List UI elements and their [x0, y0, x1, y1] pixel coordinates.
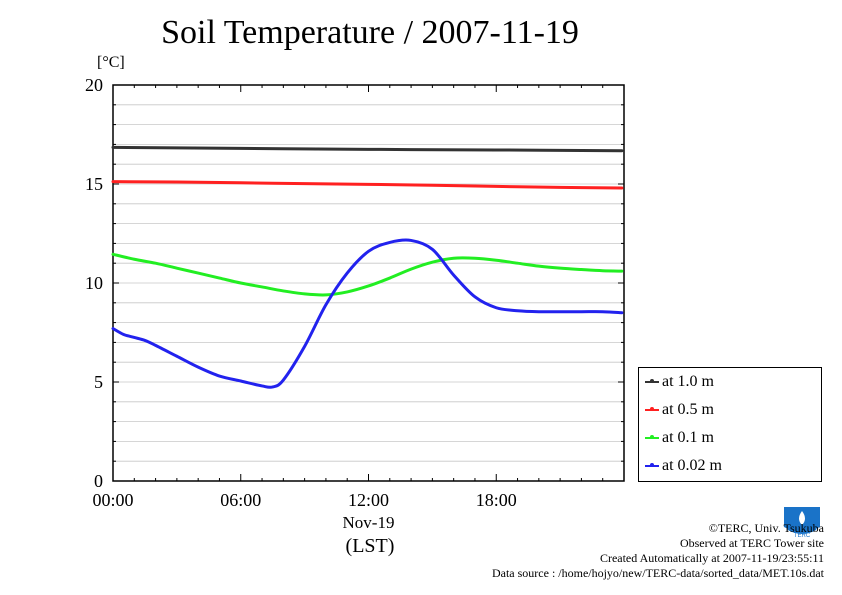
y-tick-label: 0: [94, 471, 103, 491]
x-tick-label: 12:00: [348, 490, 389, 510]
legend-swatch-0-5m: [645, 407, 659, 411]
x-tick-label: 18:00: [476, 490, 517, 510]
y-tick-label: 10: [85, 273, 103, 293]
footer-source: Data source : /home/hojyo/new/TERC-data/…: [491, 566, 824, 580]
legend-label: at 0.02 m: [662, 457, 722, 474]
chart-title: Soil Temperature / 2007-11-19: [161, 14, 579, 51]
y-tick-label: 20: [85, 75, 103, 95]
y-tick-label: 5: [94, 372, 103, 392]
x-date-label: Nov-19: [343, 513, 395, 532]
legend-label: at 1.0 m: [662, 373, 714, 390]
y-tick-label: 15: [85, 174, 103, 194]
footer-observed: Observed at TERC Tower site: [679, 536, 824, 550]
legend-item-0-5m: at 0.5 m: [645, 399, 714, 421]
series-line-2: [111, 252, 624, 297]
terc-logo-icon: TERC: [782, 503, 822, 539]
legend-item-0-1m: at 0.1 m: [645, 427, 714, 449]
footer-copyright: ©TERC, Univ. Tsukuba: [708, 521, 824, 535]
legend: at 1.0 m at 0.5 m at 0.1 m at 0.02 m: [638, 367, 822, 482]
legend-item-1-0m: at 1.0 m: [645, 371, 714, 393]
series-line-1: [111, 180, 624, 190]
x-tick-label: 06:00: [220, 490, 261, 510]
series-line-3: [111, 238, 624, 389]
y-unit-label: [°C]: [97, 54, 125, 71]
x-unit-label: (LST): [345, 535, 395, 557]
legend-label: at 0.5 m: [662, 401, 714, 418]
footer-credits: ©TERC, Univ. Tsukuba Observed at TERC To…: [492, 521, 824, 581]
legend-label: at 0.1 m: [662, 429, 714, 446]
footer-created: Created Automatically at 2007-11-19/23:5…: [599, 551, 824, 565]
logo-text: TERC: [794, 533, 811, 539]
series-line-0: [111, 145, 624, 153]
legend-swatch-0-02m: [645, 463, 659, 467]
legend-swatch-0-1m: [645, 435, 659, 439]
legend-swatch-1-0m: [645, 379, 659, 383]
legend-item-0-02m: at 0.02 m: [645, 455, 722, 477]
plot-frame: [112, 84, 625, 482]
x-tick-label: 00:00: [92, 490, 133, 510]
